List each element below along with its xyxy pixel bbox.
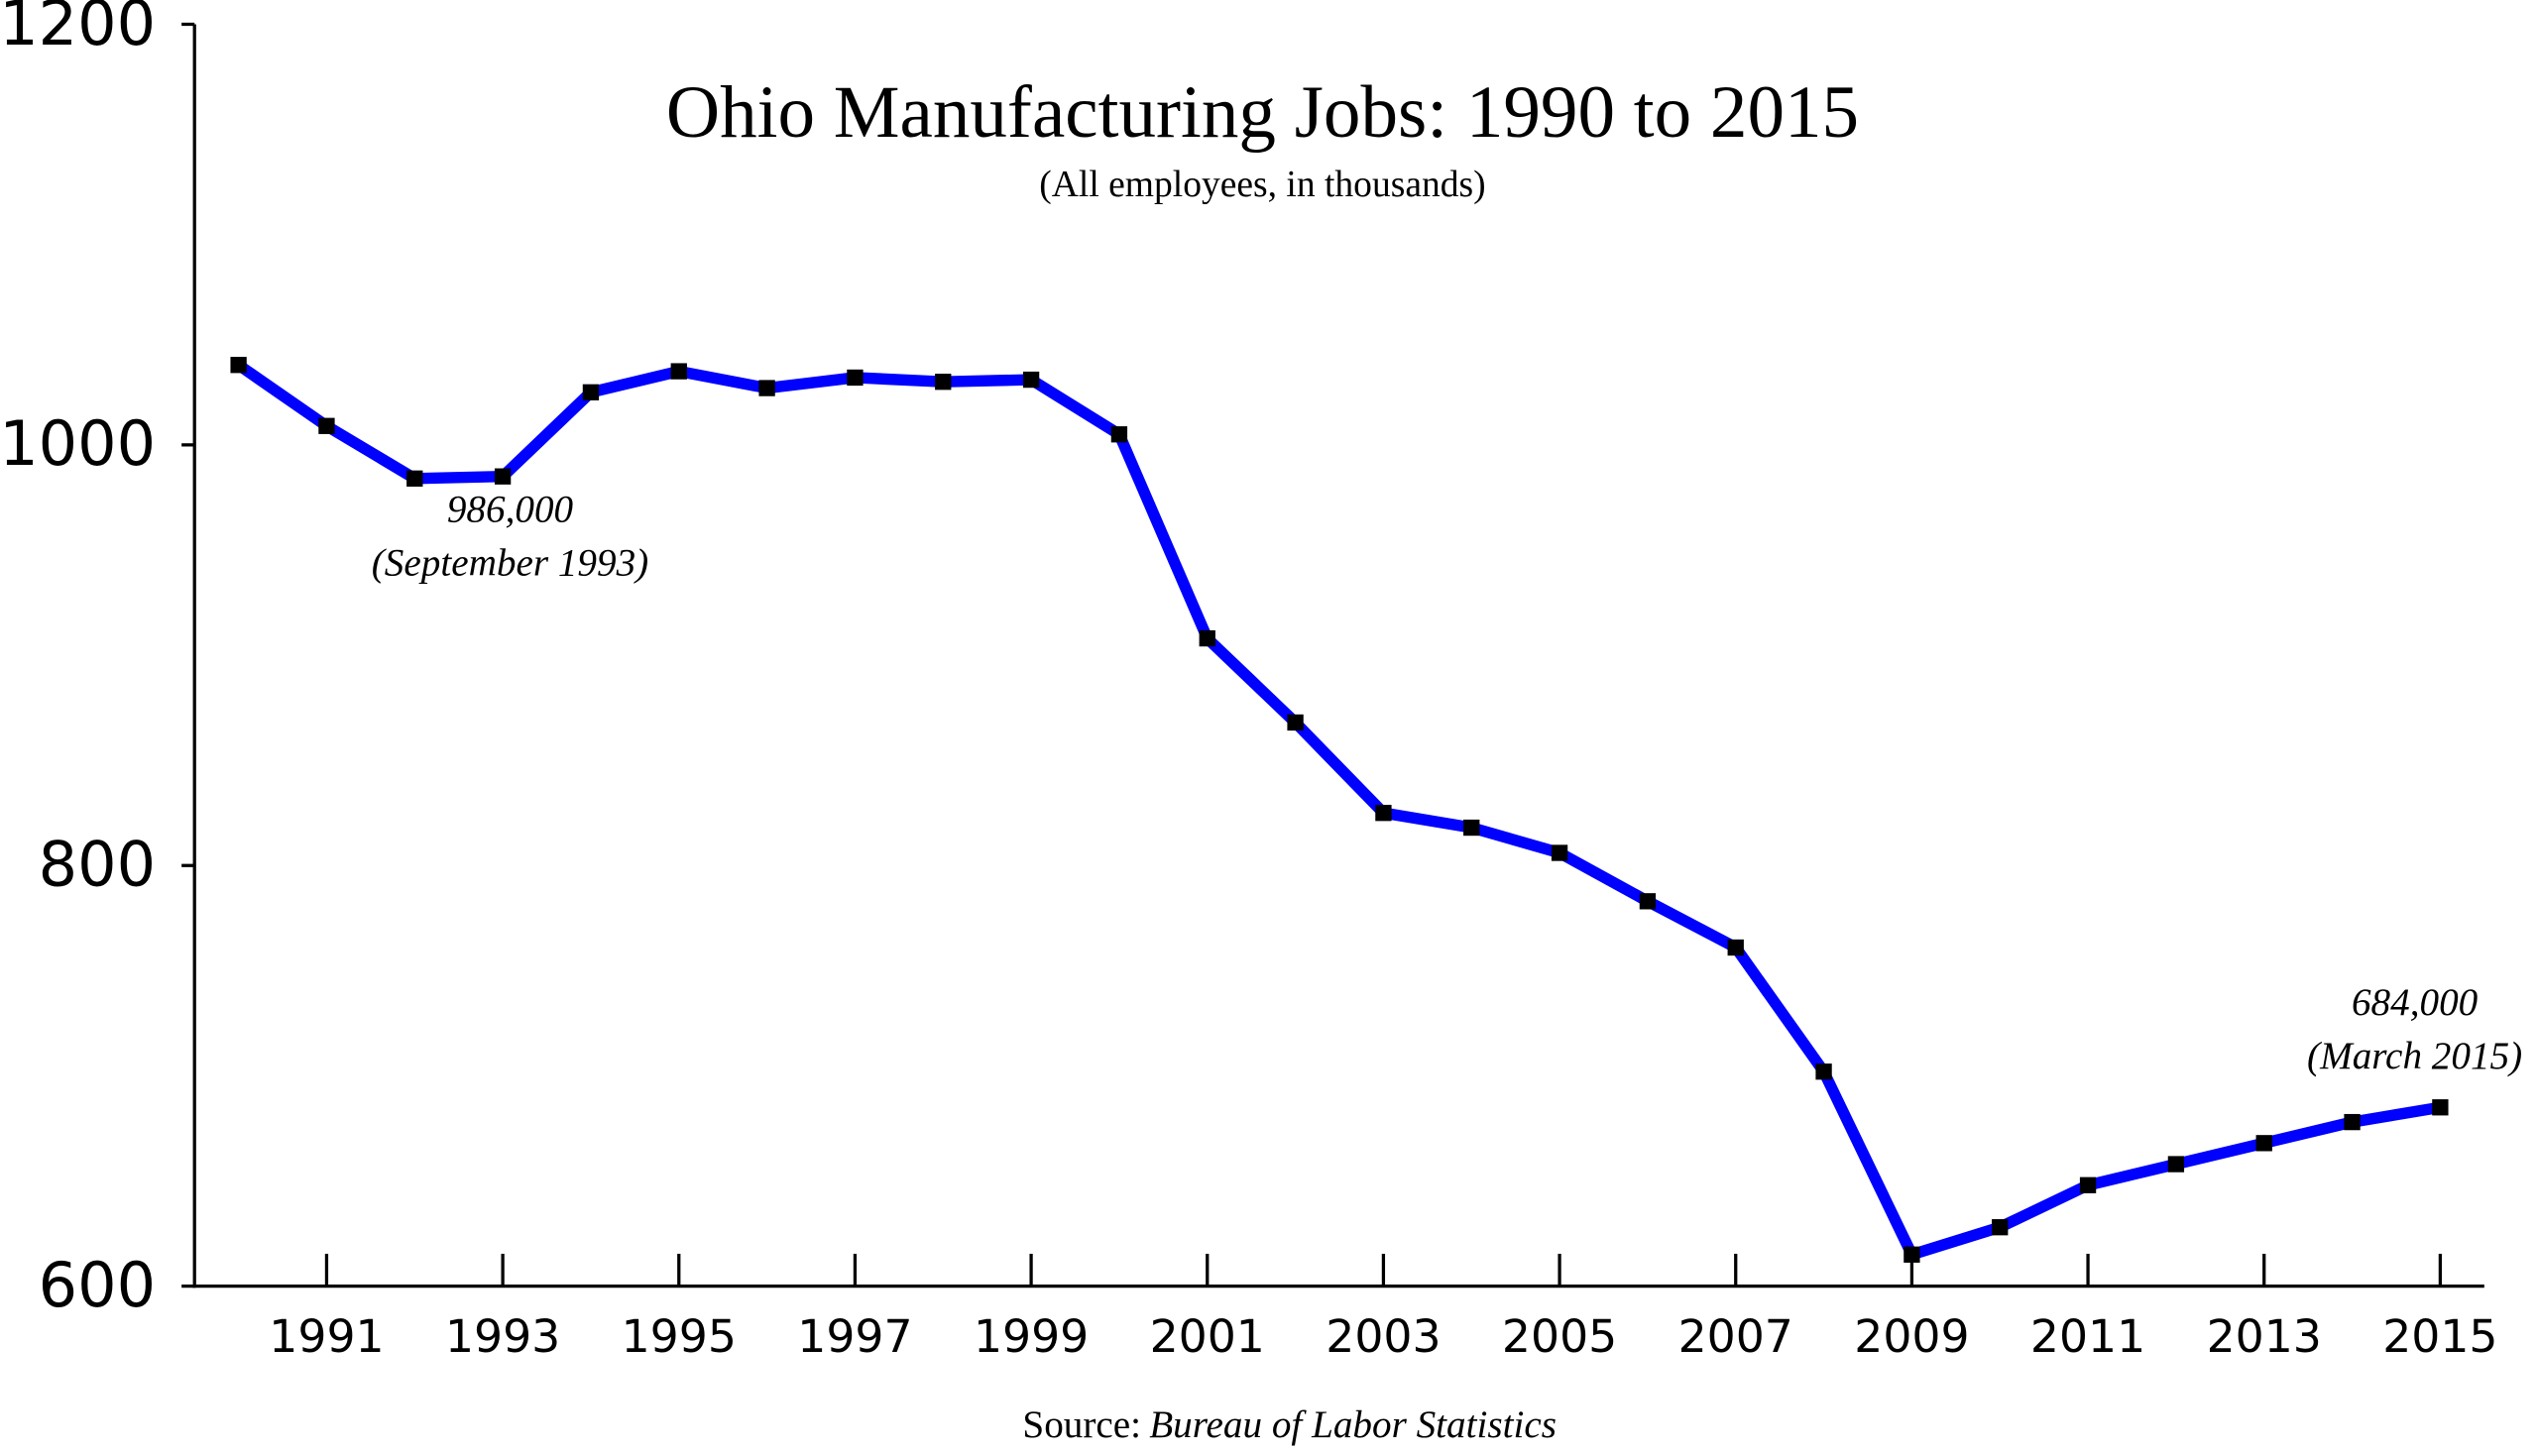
data-point — [935, 374, 952, 391]
x-tick-label: 2007 — [1678, 1310, 1793, 1363]
annotation: (September 1993) — [372, 541, 648, 584]
data-point — [1551, 844, 1568, 861]
annotation: 986,000 — [447, 488, 574, 530]
data-point — [1992, 1219, 2009, 1236]
data-point — [1375, 805, 1392, 822]
data-point — [670, 363, 687, 380]
x-tick-label: 2001 — [1150, 1310, 1265, 1363]
x-tick-label: 1997 — [797, 1310, 912, 1363]
data-point — [1287, 714, 1304, 731]
data-point — [406, 470, 423, 487]
data-point — [582, 384, 600, 400]
data-point — [2255, 1135, 2272, 1152]
y-tick-label: 1000 — [0, 407, 156, 480]
chart-title: Ohio Manufacturing Jobs: 1990 to 2015 — [666, 71, 1859, 154]
data-point — [1639, 893, 1657, 910]
x-tick-label: 2005 — [1502, 1310, 1617, 1363]
x-tick-label: 2013 — [2207, 1310, 2322, 1363]
data-point — [494, 468, 512, 485]
data-point — [2344, 1113, 2361, 1131]
x-tick-label: 1999 — [974, 1310, 1089, 1363]
data-point — [2432, 1099, 2449, 1116]
x-tick-label: 1991 — [269, 1310, 384, 1363]
x-tick-label: 2009 — [1854, 1310, 1969, 1363]
data-point — [2079, 1176, 2097, 1193]
data-point — [1199, 629, 1215, 647]
annotation: 684,000 — [2352, 981, 2479, 1024]
x-tick-label: 1993 — [445, 1310, 560, 1363]
data-line — [235, 360, 2442, 1261]
data-point — [2167, 1156, 2185, 1173]
annotation: (March 2015) — [2307, 1035, 2522, 1077]
x-tick-label: 2011 — [2030, 1310, 2145, 1363]
y-tick-label: 600 — [39, 1249, 156, 1321]
data-point — [318, 417, 335, 434]
data-point — [1022, 371, 1040, 389]
data-point — [1904, 1246, 1920, 1263]
x-tick-label: 1995 — [622, 1310, 737, 1363]
source: Bureau of Labor Statistics — [1149, 1403, 1557, 1446]
data-point — [1463, 819, 1480, 837]
data-point — [1815, 1064, 1832, 1080]
data-point — [230, 357, 247, 374]
source-prefix: Source: — [1022, 1403, 1141, 1446]
data-point — [758, 380, 775, 396]
data-point — [1110, 426, 1128, 443]
chart-subtitle: (All employees, in thousands) — [1039, 165, 1485, 205]
data-point — [847, 369, 864, 387]
x-tick-label: 2015 — [2382, 1310, 2497, 1363]
x-tick-label: 2003 — [1326, 1310, 1441, 1363]
y-tick-label: 1200 — [0, 0, 156, 59]
data-point — [1727, 939, 1744, 956]
y-tick-label: 800 — [39, 829, 156, 901]
